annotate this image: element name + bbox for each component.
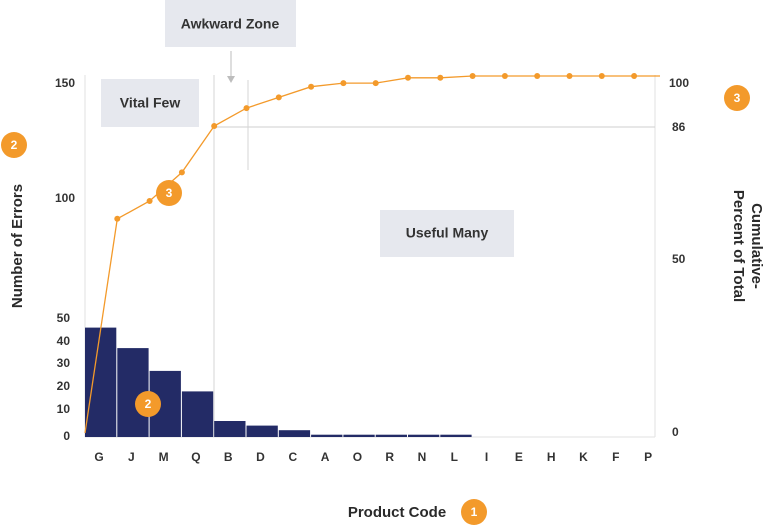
bar-B	[214, 421, 246, 437]
cumulative-point-N	[405, 74, 411, 81]
awkward-zone-callout: Awkward Zone	[165, 0, 296, 83]
cumulative-point-K	[566, 73, 573, 79]
bar-Q	[181, 391, 214, 437]
badge-left-axis: 2	[1, 132, 27, 158]
bar-N	[408, 434, 440, 437]
bar-O	[343, 434, 375, 437]
x-tick-label-E: E	[515, 450, 523, 464]
x-tick-label-M: M	[159, 450, 169, 464]
badge-right-axis-number: 3	[734, 91, 741, 105]
x-tick-label-P: P	[644, 450, 652, 464]
x-tick-label-B: B	[224, 450, 233, 464]
bar-D	[246, 425, 278, 437]
left-tick-label: 10	[57, 402, 71, 416]
x-tick-label-F: F	[612, 450, 619, 464]
badge-line-number: 3	[166, 186, 173, 200]
vital-few-callout: Vital Few	[101, 79, 199, 127]
useful-many-box	[380, 210, 514, 257]
badge-x-axis: 1	[461, 499, 487, 525]
cumulative-points	[114, 73, 638, 222]
bar-C	[278, 430, 311, 437]
right-tick-label: 100	[669, 76, 689, 90]
x-tick-label-D: D	[256, 450, 265, 464]
x-tick-label-R: R	[385, 450, 394, 464]
cumulative-point-J	[114, 215, 121, 222]
badge-left-axis-number: 2	[11, 138, 18, 152]
useful-many-callout: Useful Many	[380, 210, 514, 257]
y-axis-title-left: Number of Errors	[9, 184, 26, 308]
cumulative-point-M	[146, 198, 153, 204]
left-tick-label: 50	[57, 311, 71, 325]
right-tick-label: 50	[672, 252, 686, 266]
x-tick-label-L: L	[451, 450, 458, 464]
cumulative-point-O	[340, 80, 347, 87]
right-tick-labels: 0 50 86 100	[669, 76, 689, 439]
badge-x-axis-number: 1	[471, 505, 478, 519]
cumulative-point-C	[275, 94, 282, 101]
right-tick-label: 0	[672, 425, 679, 439]
left-tick-label: 150	[55, 76, 75, 90]
right-tick-label: 86	[672, 120, 686, 134]
awkward-zone-label: Awkward Zone	[181, 16, 280, 32]
badge-bars: 2	[135, 391, 161, 417]
bar-L	[440, 434, 472, 437]
x-tick-label-G: G	[94, 450, 103, 464]
x-tick-label-K: K	[579, 450, 588, 464]
x-tick-label-H: H	[547, 450, 556, 464]
cumulative-point-R	[372, 80, 379, 87]
left-tick-label: 20	[57, 379, 71, 393]
bar-series	[85, 327, 472, 437]
awkward-zone-box	[165, 0, 296, 47]
x-tick-label-Q: Q	[191, 450, 200, 464]
x-tick-label-A: A	[321, 450, 330, 464]
badge-right-axis: 3	[724, 85, 750, 111]
x-tick-label-N: N	[418, 450, 427, 464]
bar-R	[375, 434, 407, 437]
vital-few-box	[101, 79, 199, 127]
x-tick-label-C: C	[288, 450, 297, 464]
left-tick-label: 40	[57, 334, 71, 348]
cumulative-point-L	[437, 74, 444, 81]
cumulative-point-H	[534, 73, 541, 79]
cumulative-point-A	[308, 83, 315, 90]
cumulative-point-I	[469, 73, 476, 79]
left-tick-label: 100	[55, 191, 75, 205]
cumulative-point-F	[598, 73, 605, 79]
left-tick-label: 0	[63, 429, 70, 443]
y-axis-title-right-text: Cumulative-Percent of Total	[730, 190, 765, 302]
y-axis-title-right: Cumulative-Percent of Total	[730, 190, 765, 302]
useful-many-label: Useful Many	[406, 225, 489, 241]
left-tick-labels: 0 10 20 30 40 50 100 150	[55, 76, 75, 443]
x-tick-label-O: O	[353, 450, 362, 464]
bar-A	[311, 434, 343, 437]
badge-bars-number: 2	[145, 397, 152, 411]
left-tick-label: 30	[57, 356, 71, 370]
bar-G	[85, 327, 117, 437]
x-axis-title: Product Code	[348, 504, 446, 521]
cumulative-point-Q	[178, 169, 185, 176]
vital-few-label: Vital Few	[120, 95, 181, 111]
badge-line: 3	[156, 180, 182, 206]
awkward-zone-arrow-icon	[227, 76, 235, 83]
cumulative-point-B	[211, 123, 218, 129]
cumulative-point-D	[243, 105, 250, 112]
x-tick-label-I: I	[485, 450, 488, 464]
cumulative-point-E	[501, 73, 508, 79]
x-tick-label-J: J	[128, 450, 135, 464]
cumulative-point-P	[631, 73, 638, 79]
